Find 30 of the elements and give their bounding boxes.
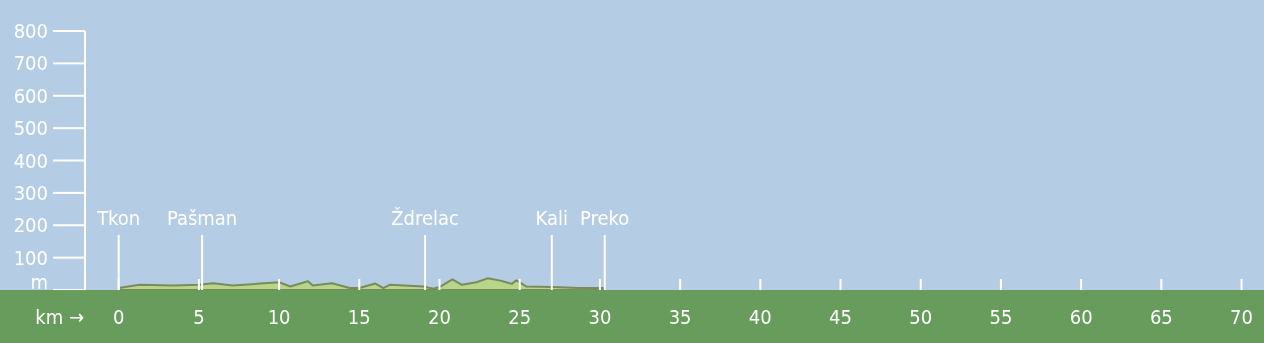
x-tick-label: 45 (829, 305, 852, 329)
x-axis-title: km → (35, 305, 84, 329)
x-tick-label: 40 (748, 305, 772, 329)
x-tick-label: 60 (1069, 305, 1093, 329)
x-tick-label: 15 (347, 305, 371, 329)
x-tick-label: 35 (668, 305, 692, 329)
y-tick-label: 300 (13, 180, 48, 205)
x-tick-label: 0 (112, 305, 125, 329)
ref-line-label: Tkon (96, 206, 141, 230)
x-tick-label: 20 (428, 305, 451, 329)
y-tick-label: 800 (13, 19, 48, 43)
y-tick-label: 400 (13, 148, 48, 173)
y-tick-label: m (30, 270, 48, 294)
ref-line-label: Kali (535, 206, 569, 230)
x-tick-label: 10 (267, 305, 291, 329)
x-tick-label: 70 (1230, 305, 1253, 329)
x-tick-label: 65 (1149, 305, 1173, 329)
y-tick-label: 700 (13, 51, 48, 76)
ref-line-label: Ždrelac (391, 206, 459, 230)
x-tick-label: 5 (193, 305, 205, 329)
ref-line-label: Preko (580, 206, 630, 230)
y-tick-label: 500 (13, 116, 48, 141)
x-tick-label: 55 (989, 305, 1013, 329)
y-tick-label: 200 (13, 213, 48, 238)
x-tick-label: 50 (909, 305, 933, 329)
x-tick-label: 25 (508, 305, 532, 329)
y-tick-label: 600 (13, 83, 48, 108)
ref-line-label: Pašman (166, 206, 238, 230)
x-tick-label: 30 (588, 305, 612, 329)
y-tick-label: 100 (13, 245, 48, 270)
